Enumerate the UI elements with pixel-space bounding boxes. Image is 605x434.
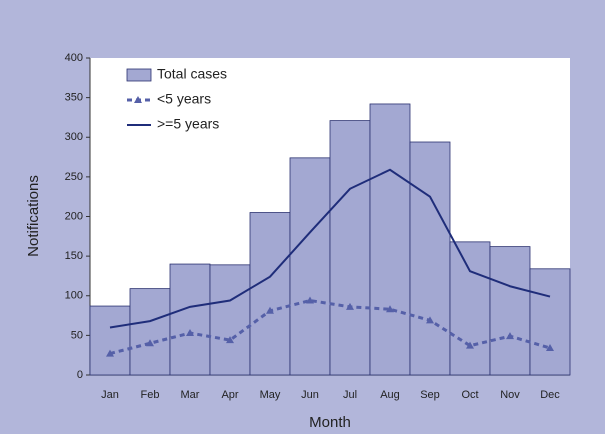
y-tick-label: 200	[65, 210, 83, 222]
bar	[289, 157, 331, 376]
y-tick-label: 350	[65, 92, 83, 104]
x-tick-label: Jan	[101, 389, 119, 401]
x-tick-label: Oct	[461, 389, 478, 401]
bar	[209, 264, 251, 376]
legend-label: Total cases	[157, 66, 227, 82]
x-tick-label: Sep	[420, 389, 440, 401]
y-axis-label: Notifications	[25, 175, 42, 257]
x-tick-label: May	[260, 389, 281, 401]
y-tick-label: 100	[65, 290, 83, 302]
marker	[426, 316, 434, 324]
bar	[529, 268, 571, 376]
x-tick-label: Nov	[500, 389, 520, 401]
marker	[346, 302, 354, 310]
marker	[226, 336, 234, 344]
marker	[146, 339, 154, 347]
marker	[266, 306, 274, 314]
y-tick-label: 250	[65, 171, 83, 183]
line	[109, 168, 551, 329]
legend-label: <5 years	[157, 91, 211, 107]
marker	[546, 344, 554, 352]
y-tick-label: 0	[77, 369, 83, 381]
bar	[489, 246, 531, 376]
x-tick-label: Jun	[301, 389, 319, 401]
legend-marker	[134, 96, 142, 103]
marker	[466, 341, 474, 349]
y-tick-label: 50	[71, 329, 83, 341]
marker	[506, 332, 514, 340]
bar	[449, 241, 491, 376]
marker	[106, 349, 114, 357]
legend-swatch	[126, 68, 152, 82]
bar	[409, 141, 451, 376]
legend-label: >=5 years	[157, 116, 219, 132]
x-tick-label: Jul	[343, 389, 357, 401]
x-tick-label: Dec	[540, 389, 560, 401]
bar	[89, 305, 131, 376]
marker	[186, 328, 194, 336]
bar	[129, 288, 171, 376]
dashed-line	[109, 298, 551, 356]
y-tick-label: 300	[65, 131, 83, 143]
y-tick-label: 400	[65, 52, 83, 64]
bar	[249, 212, 291, 376]
x-tick-label: Aug	[380, 389, 400, 401]
bar	[369, 103, 411, 376]
y-tick-label: 150	[65, 250, 83, 262]
x-tick-label: Mar	[181, 389, 200, 401]
x-axis-label: Month	[309, 414, 351, 431]
x-tick-label: Apr	[221, 389, 238, 401]
marker	[306, 296, 314, 304]
marker	[386, 305, 394, 313]
x-tick-label: Feb	[141, 389, 160, 401]
bar	[329, 120, 371, 376]
bar	[169, 263, 211, 376]
